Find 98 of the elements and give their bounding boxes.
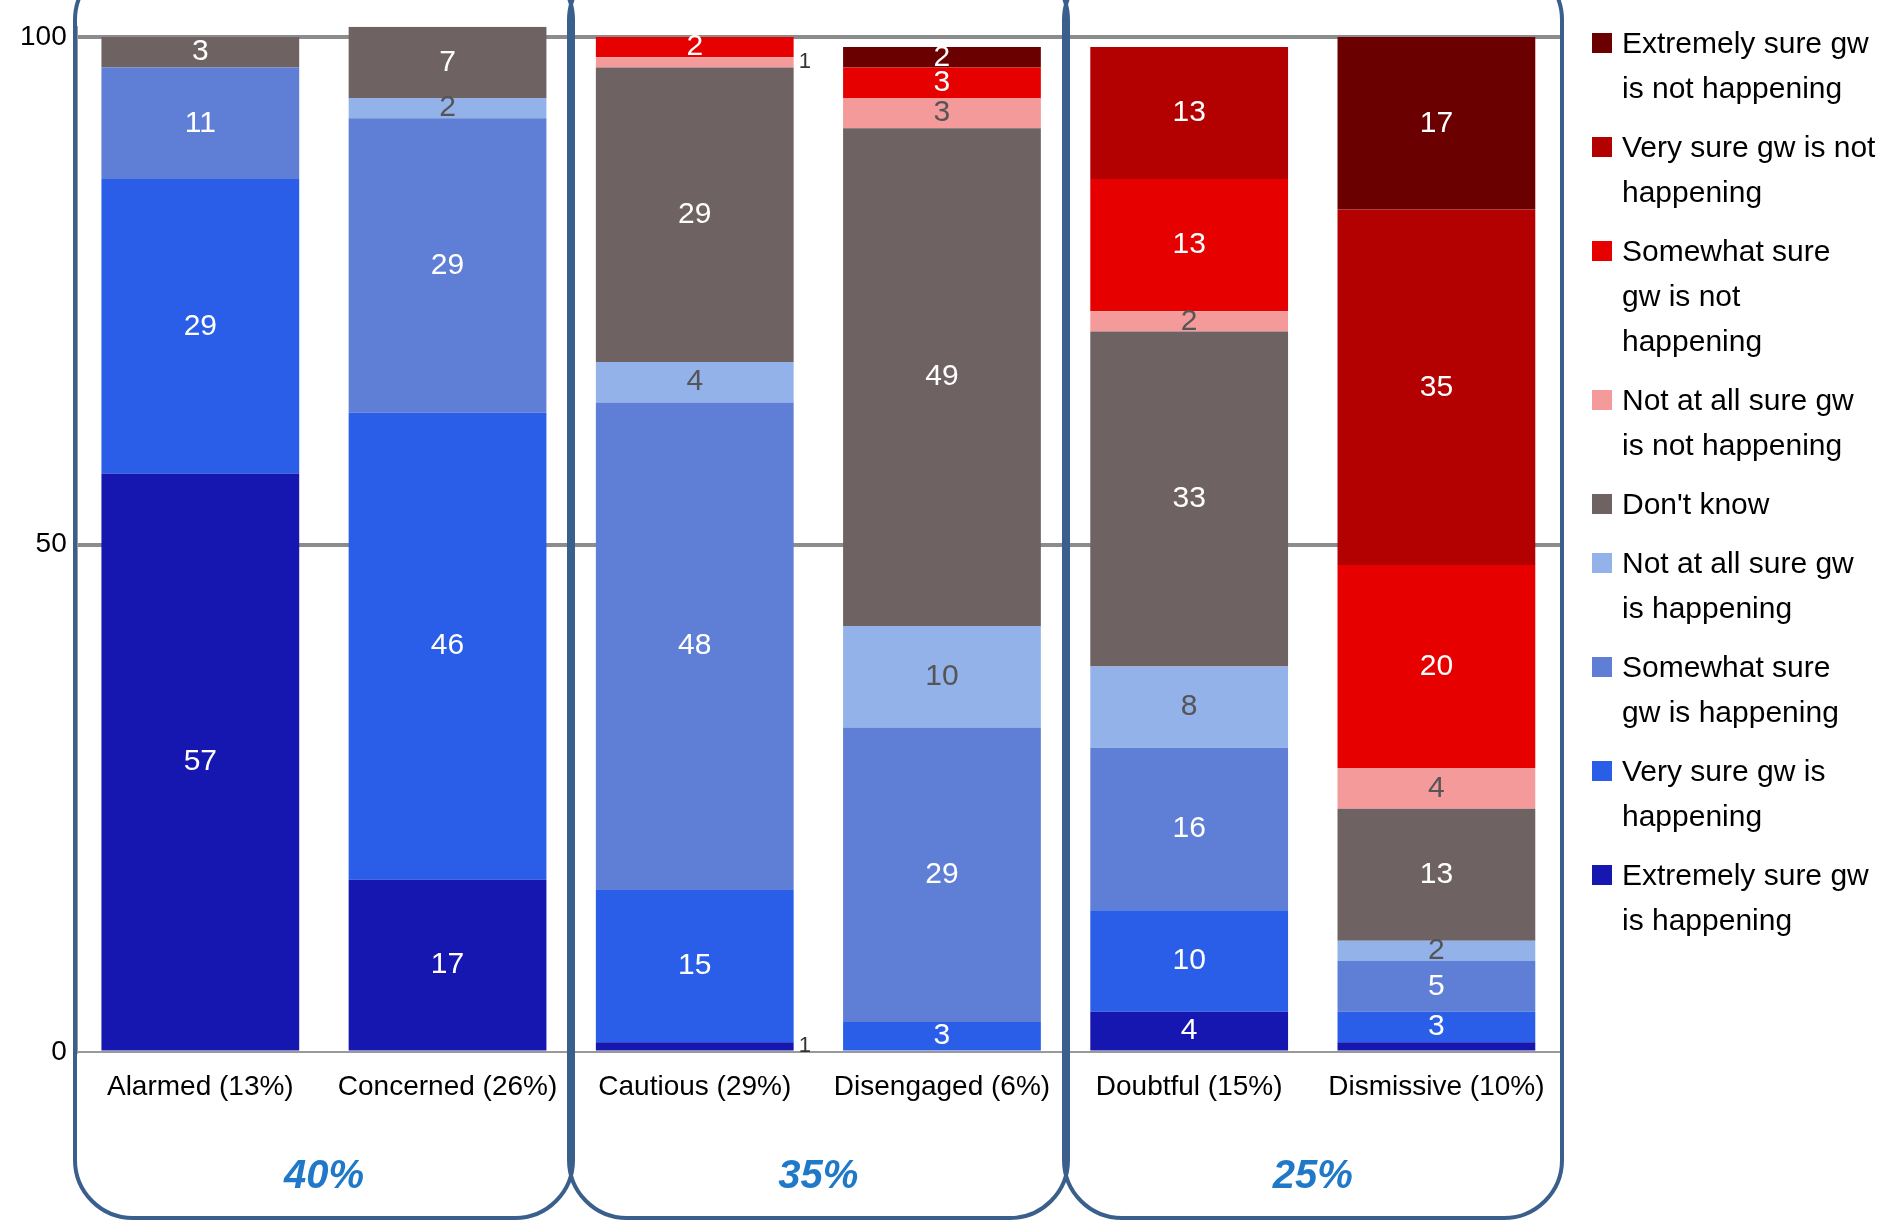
legend-label: Extremely sure gw is not happening <box>1622 25 1870 106</box>
bar <box>348 879 547 1051</box>
x-tick-label: Concerned (26%) <box>337 1069 558 1101</box>
bar <box>348 118 547 413</box>
data-label: 4 <box>1180 1012 1198 1046</box>
data-label: 3 <box>933 1017 951 1051</box>
data-label: 2 <box>439 89 456 123</box>
bar <box>1337 768 1536 809</box>
data-label: 29 <box>678 195 712 229</box>
bar <box>843 727 1041 1022</box>
bar <box>1090 910 1289 1012</box>
legend-label: Not at all sure gw is happening <box>1622 545 1855 626</box>
data-label: 7 <box>439 43 456 77</box>
data-label: 1 <box>798 48 811 74</box>
bar <box>101 179 300 474</box>
bar <box>1337 36 1536 210</box>
data-label: 35 <box>1419 368 1454 402</box>
bar <box>1337 808 1536 941</box>
bar <box>101 473 300 1051</box>
bar <box>348 26 547 98</box>
data-label: 17 <box>430 946 465 980</box>
data-label: 29 <box>183 307 218 341</box>
data-label: 4 <box>1428 769 1445 803</box>
bar <box>843 1021 1041 1051</box>
bar <box>843 625 1041 728</box>
x-tick-label: Doubtful (15%) <box>1095 1069 1283 1101</box>
bar <box>1337 940 1536 962</box>
data-label: 20 <box>1419 647 1454 681</box>
bar <box>1090 1011 1289 1051</box>
bar <box>595 36 794 58</box>
bar <box>595 1042 794 1051</box>
data-label: 2 <box>1180 302 1198 336</box>
data-label: 3 <box>933 94 951 128</box>
text: 35% <box>778 1152 859 1197</box>
bar <box>843 128 1041 626</box>
data-label: 29 <box>430 246 465 280</box>
y-tick-label: 0 <box>51 1035 67 1067</box>
legend-label: Not at all sure gw is not happening <box>1622 382 1855 463</box>
data-label: 13 <box>1419 855 1454 889</box>
bar <box>1337 209 1536 565</box>
data-label: 16 <box>1172 810 1206 844</box>
data-label: 48 <box>678 627 712 661</box>
data-label: 3 <box>191 33 209 67</box>
data-label: 3 <box>1428 1008 1445 1042</box>
data-label: 8 <box>1180 688 1198 722</box>
data-label: 2 <box>1428 932 1445 966</box>
legend-label: Very sure gw is not happening <box>1622 129 1877 210</box>
bar <box>595 402 794 890</box>
bar <box>101 36 300 68</box>
bar <box>595 361 794 403</box>
bar <box>843 47 1041 68</box>
bar <box>1090 331 1289 667</box>
data-label: 1 <box>798 1032 811 1058</box>
bar <box>1090 666 1289 748</box>
data-label: 17 <box>1419 104 1454 138</box>
data-label: 33 <box>1172 480 1206 514</box>
y-tick-label: 50 <box>35 527 67 559</box>
data-label: 13 <box>1172 94 1206 128</box>
bar <box>1090 179 1289 312</box>
legend-label: Somewhat sure gw is not happening <box>1622 233 1832 359</box>
bar <box>595 67 794 362</box>
text: 40% <box>282 1152 364 1197</box>
bar <box>1090 47 1289 180</box>
bar <box>1337 1042 1536 1051</box>
data-label: 46 <box>430 627 465 661</box>
x-tick-label: Disengaged (6%) <box>833 1069 1051 1101</box>
data-label: 2 <box>686 28 704 62</box>
data-label: 57 <box>183 743 218 777</box>
legend-label: Don't know <box>1622 486 1770 522</box>
bar <box>595 57 794 68</box>
data-label: 10 <box>1172 942 1206 976</box>
legend-label: Extremely sure gw is happening <box>1622 857 1870 938</box>
bar <box>843 97 1041 129</box>
data-label: 5 <box>1428 967 1445 1001</box>
x-tick-label: Dismissive (10%) <box>1328 1069 1545 1101</box>
data-label: 13 <box>1172 226 1206 260</box>
legend-label: Somewhat sure gw is happening <box>1622 649 1840 730</box>
data-label: 4 <box>686 363 704 397</box>
x-tick-label: Alarmed (13%) <box>106 1069 294 1101</box>
bar <box>1337 1011 1536 1043</box>
data-label: 29 <box>925 855 959 889</box>
data-label: 11 <box>184 104 216 138</box>
legend-label: Very sure gw is happening <box>1622 753 1827 834</box>
bar <box>1090 747 1289 911</box>
bar <box>1337 961 1536 1012</box>
bar <box>843 67 1041 98</box>
data-label: 15 <box>678 947 712 981</box>
data-label: 10 <box>925 657 959 691</box>
bar <box>1337 564 1536 769</box>
bar <box>595 889 794 1043</box>
bar <box>348 412 547 880</box>
bar <box>348 97 547 119</box>
x-tick-label: Cautious (29%) <box>598 1069 792 1101</box>
bar <box>1090 311 1289 332</box>
y-tick-label: 100 <box>20 19 67 51</box>
bar <box>101 67 300 180</box>
data-label: 49 <box>925 358 959 392</box>
text: 25% <box>1271 1152 1353 1197</box>
